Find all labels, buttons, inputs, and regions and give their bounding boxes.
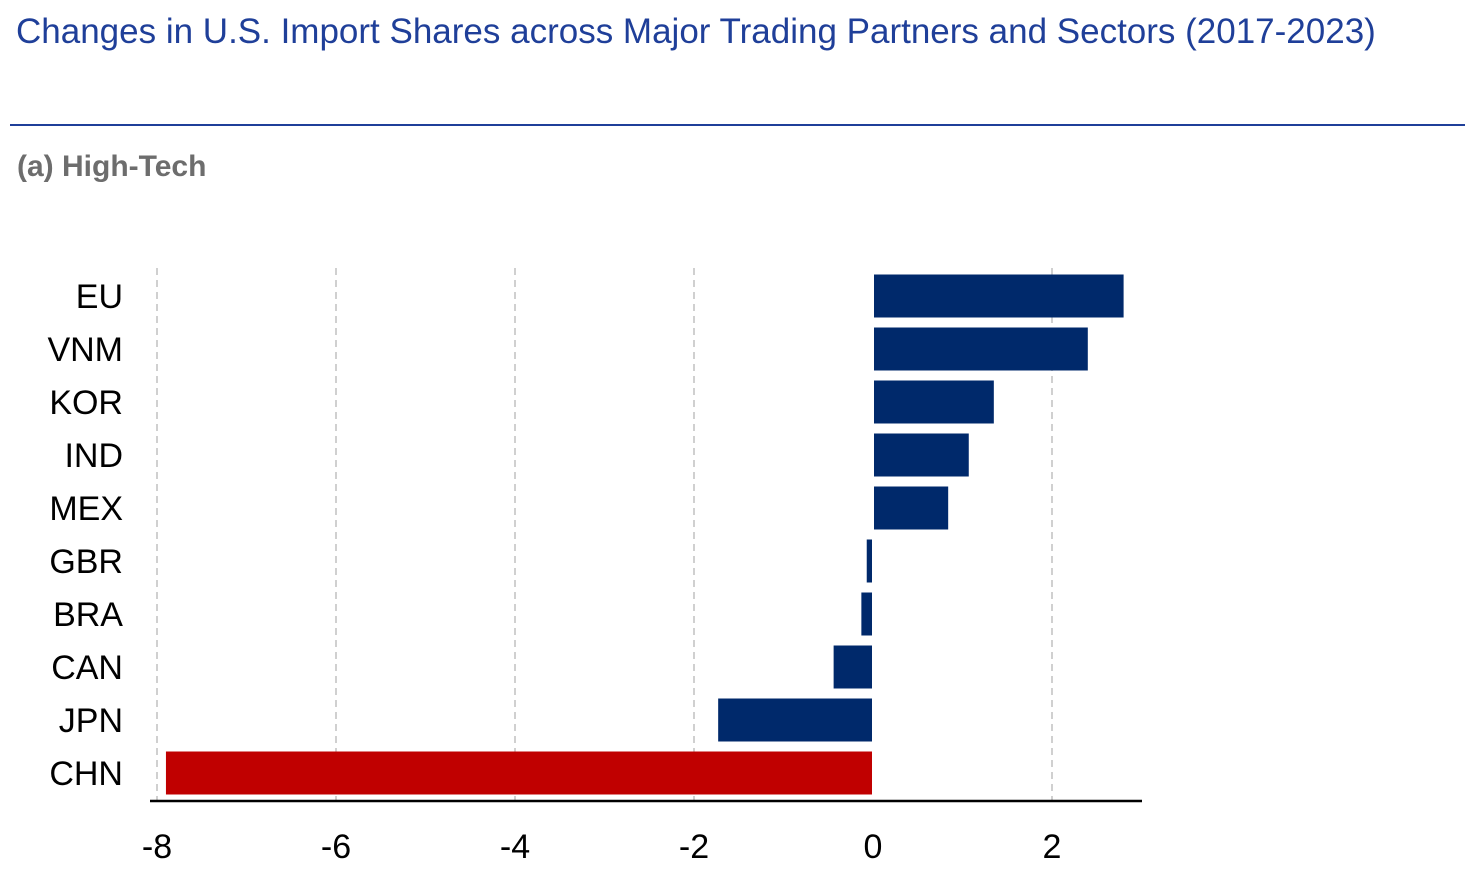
panel-subtitle: (a) High-Tech [17,150,207,183]
chart-title: Changes in U.S. Import Shares across Maj… [16,12,1376,51]
category-label-eu: EU [76,278,123,316]
x-tick-label-0: 0 [864,828,883,866]
bar-mex [873,486,949,530]
bar-eu [873,274,1124,318]
bar-jpn [718,698,873,742]
category-label-can: CAN [51,649,123,687]
category-label-chn: CHN [49,755,123,793]
axes [150,268,1142,803]
bars [165,274,1124,795]
category-label-jpn: JPN [59,702,123,740]
category-label-ind: IND [64,437,123,475]
bar-bra [861,592,873,636]
category-label-vnm: VNM [47,331,123,369]
x-tick-label--4: -4 [500,828,530,866]
category-label-bra: BRA [53,596,123,634]
category-label-kor: KOR [49,384,123,422]
bar-ind [873,433,969,477]
x-tick-label--8: -8 [142,828,172,866]
category-label-gbr: GBR [49,543,123,581]
x-tick-label-2: 2 [1043,828,1062,866]
labels: EU VNM KOR IND MEX GBR BRA CAN JPN CHN -8 -6 -4 -2 0 2 [47,278,1061,866]
title-divider [10,124,1465,126]
bar-vnm [873,327,1088,371]
bar-kor [873,380,994,424]
bar-gbr [866,539,873,583]
bar-chn [165,751,873,795]
bar-can [833,645,873,689]
x-tick-label--2: -2 [679,828,709,866]
category-label-mex: MEX [49,490,123,528]
x-tick-label--6: -6 [321,828,351,866]
